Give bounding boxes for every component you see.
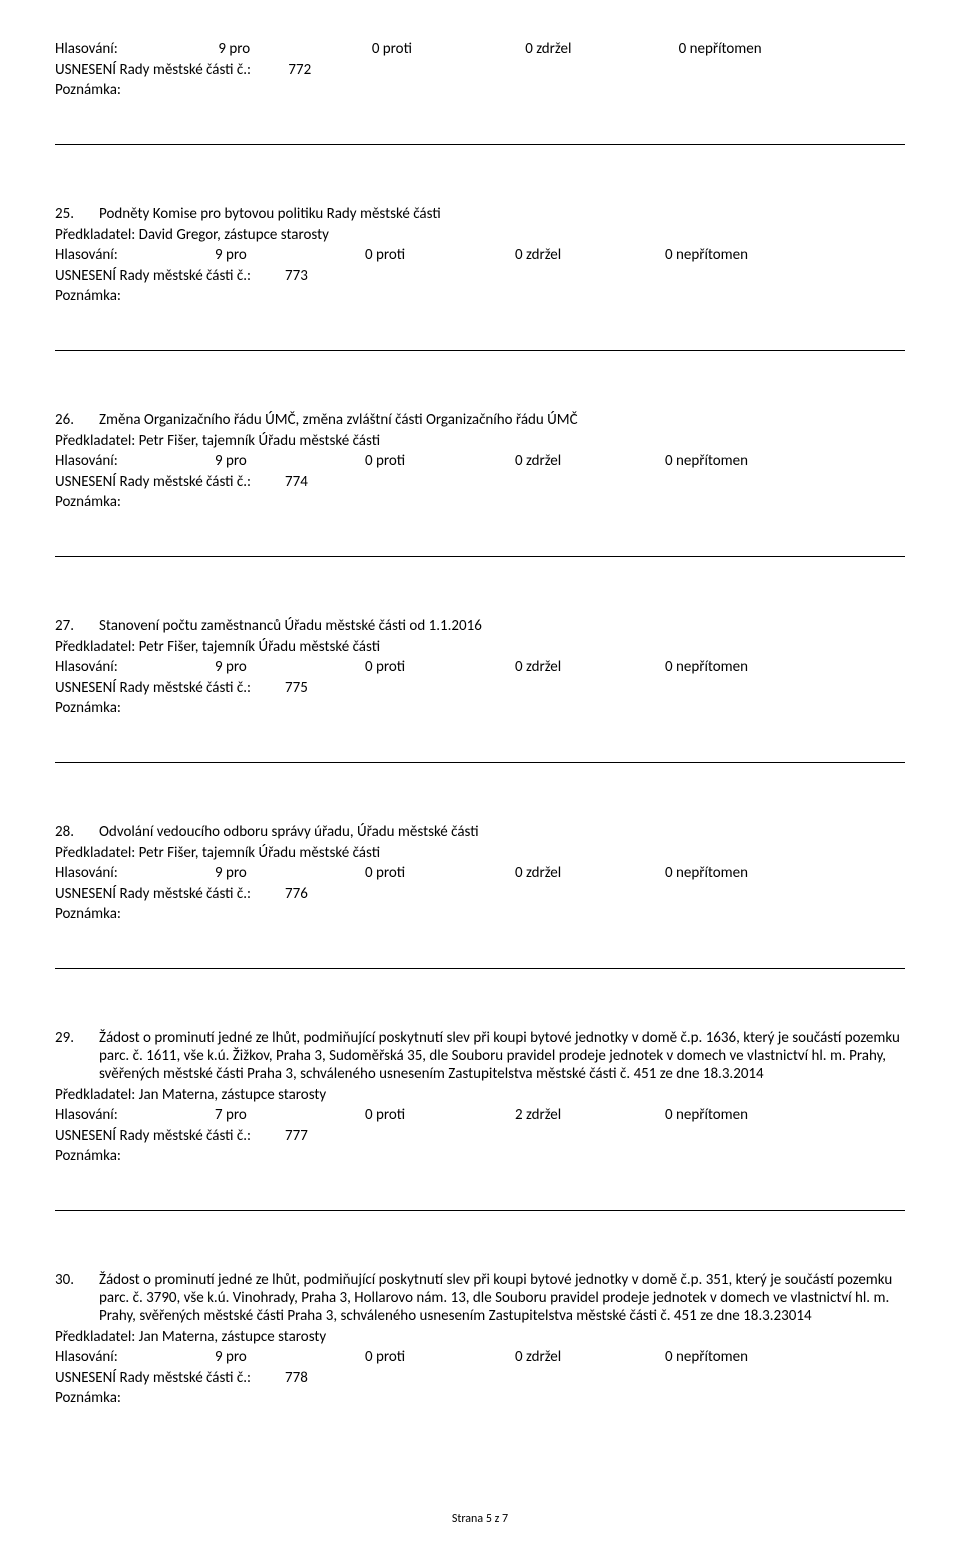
agenda-item: 25.Podněty Komise pro bytovou politiku R… <box>55 205 905 351</box>
item-number: 25. <box>55 205 99 223</box>
vote-row: Hlasování:9 pro0 proti0 zdržel0 nepřítom… <box>55 658 905 676</box>
vote-zdrzel: 0 zdržel <box>515 658 665 676</box>
resolution-row: USNESENÍ Rady městské části č.:774 <box>55 473 905 491</box>
vote-label: Hlasování: <box>55 864 215 882</box>
resolution-number: 774 <box>285 473 308 491</box>
vote-label: Hlasování: <box>55 1106 215 1124</box>
vote-proti: 0 proti <box>365 1106 515 1124</box>
item-number: 28. <box>55 823 99 841</box>
item-title: Podněty Komise pro bytovou politiku Rady… <box>99 205 905 223</box>
item-number: 29. <box>55 1029 99 1083</box>
note-label: Poznámka: <box>55 1147 905 1165</box>
vote-zdrzel: 0 zdržel <box>515 1348 665 1366</box>
note-label: Poznámka: <box>55 493 905 511</box>
vote-pro: 7 pro <box>215 1106 365 1124</box>
vote-proti: 0 proti <box>365 452 515 470</box>
resolution-number: 778 <box>285 1369 308 1387</box>
item-number: 27. <box>55 617 99 635</box>
leading-block: Hlasování: 9 pro 0 proti 0 zdržel 0 nepř… <box>55 40 905 145</box>
presenter-row: Předkladatel: Petr Fišer, tajemník Úřadu… <box>55 432 905 450</box>
vote-zdrzel: 0 zdržel <box>515 452 665 470</box>
note-label: Poznámka: <box>55 905 905 923</box>
vote-label: Hlasování: <box>55 658 215 676</box>
vote-nepritomen: 0 nepřítomen <box>665 452 748 470</box>
item-number: 30. <box>55 1271 99 1325</box>
resolution-label: USNESENÍ Rady městské části č.: <box>55 885 285 903</box>
resolution-row: USNESENÍ Rady městské části č.:775 <box>55 679 905 697</box>
vote-label: Hlasování: <box>55 1348 215 1366</box>
vote-label: Hlasování: <box>55 246 215 264</box>
vote-pro: 9 pro <box>215 246 365 264</box>
vote-row: Hlasování:9 pro0 proti0 zdržel0 nepřítom… <box>55 452 905 470</box>
resolution-number: 776 <box>285 885 308 903</box>
vote-pro: 9 pro <box>218 40 368 58</box>
resolution-number: 773 <box>285 267 308 285</box>
resolution-label: USNESENÍ Rady městské části č.: <box>55 267 285 285</box>
vote-pro: 9 pro <box>215 864 365 882</box>
presenter-row: Předkladatel: Petr Fišer, tajemník Úřadu… <box>55 844 905 862</box>
vote-row: Hlasování:9 pro0 proti0 zdržel0 nepřítom… <box>55 1348 905 1366</box>
resolution-number: 775 <box>285 679 308 697</box>
vote-nepritomen: 0 nepřítomen <box>665 658 748 676</box>
resolution-number: 772 <box>288 61 311 79</box>
resolution-row: USNESENÍ Rady městské části č.: 772 <box>55 61 905 79</box>
vote-proti: 0 proti <box>372 40 522 58</box>
resolution-label: USNESENÍ Rady městské části č.: <box>55 473 285 491</box>
vote-nepritomen: 0 nepřítomen <box>679 40 762 58</box>
note-label: Poznámka: <box>55 1389 905 1407</box>
resolution-label: USNESENÍ Rady městské části č.: <box>55 679 285 697</box>
note-label: Poznámka: <box>55 81 905 99</box>
presenter-row: Předkladatel: David Gregor, zástupce sta… <box>55 226 905 244</box>
resolution-label: USNESENÍ Rady městské části č.: <box>55 61 285 79</box>
vote-zdrzel: 0 zdržel <box>525 40 675 58</box>
item-number: 26. <box>55 411 99 429</box>
agenda-item: 30.Žádost o prominutí jedné ze lhůt, pod… <box>55 1271 905 1452</box>
resolution-label: USNESENÍ Rady městské části č.: <box>55 1369 285 1387</box>
vote-zdrzel: 0 zdržel <box>515 864 665 882</box>
vote-zdrzel: 2 zdržel <box>515 1106 665 1124</box>
vote-nepritomen: 0 nepřítomen <box>665 246 748 264</box>
vote-proti: 0 proti <box>365 246 515 264</box>
resolution-label: USNESENÍ Rady městské části č.: <box>55 1127 285 1145</box>
note-label: Poznámka: <box>55 287 905 305</box>
vote-nepritomen: 0 nepřítomen <box>665 1106 748 1124</box>
vote-label: Hlasování: <box>55 452 215 470</box>
vote-label: Hlasování: <box>55 40 215 58</box>
resolution-row: USNESENÍ Rady městské části č.:776 <box>55 885 905 903</box>
vote-zdrzel: 0 zdržel <box>515 246 665 264</box>
vote-nepritomen: 0 nepřítomen <box>665 864 748 882</box>
vote-row: Hlasování:7 pro0 proti2 zdržel0 nepřítom… <box>55 1106 905 1124</box>
presenter-row: Předkladatel: Jan Materna, zástupce star… <box>55 1328 905 1346</box>
page-footer: Strana 5 z 7 <box>55 1512 905 1526</box>
presenter-row: Předkladatel: Petr Fišer, tajemník Úřadu… <box>55 638 905 656</box>
vote-row: Hlasování:9 pro0 proti0 zdržel0 nepřítom… <box>55 246 905 264</box>
vote-pro: 9 pro <box>215 452 365 470</box>
item-title: Žádost o prominutí jedné ze lhůt, podmiň… <box>99 1271 905 1325</box>
presenter-row: Předkladatel: Jan Materna, zástupce star… <box>55 1086 905 1104</box>
note-label: Poznámka: <box>55 699 905 717</box>
item-title: Odvolání vedoucího odboru správy úřadu, … <box>99 823 905 841</box>
vote-row: Hlasování:9 pro0 proti0 zdržel0 nepřítom… <box>55 864 905 882</box>
vote-nepritomen: 0 nepřítomen <box>665 1348 748 1366</box>
vote-proti: 0 proti <box>365 864 515 882</box>
resolution-number: 777 <box>285 1127 308 1145</box>
agenda-item: 26.Změna Organizačního řádu ÚMČ, změna z… <box>55 411 905 557</box>
agenda-item: 28.Odvolání vedoucího odboru správy úřad… <box>55 823 905 969</box>
vote-row: Hlasování: 9 pro 0 proti 0 zdržel 0 nepř… <box>55 40 905 58</box>
agenda-item: 27.Stanovení počtu zaměstnanců Úřadu měs… <box>55 617 905 763</box>
resolution-row: USNESENÍ Rady městské části č.:777 <box>55 1127 905 1145</box>
resolution-row: USNESENÍ Rady městské části č.:778 <box>55 1369 905 1387</box>
vote-proti: 0 proti <box>365 1348 515 1366</box>
vote-pro: 9 pro <box>215 658 365 676</box>
resolution-row: USNESENÍ Rady městské části č.:773 <box>55 267 905 285</box>
vote-pro: 9 pro <box>215 1348 365 1366</box>
item-title: Změna Organizačního řádu ÚMČ, změna zvlá… <box>99 411 905 429</box>
item-title: Stanovení počtu zaměstnanců Úřadu městsk… <box>99 617 905 635</box>
item-title: Žádost o prominutí jedné ze lhůt, podmiň… <box>99 1029 905 1083</box>
agenda-item: 29.Žádost o prominutí jedné ze lhůt, pod… <box>55 1029 905 1211</box>
vote-proti: 0 proti <box>365 658 515 676</box>
